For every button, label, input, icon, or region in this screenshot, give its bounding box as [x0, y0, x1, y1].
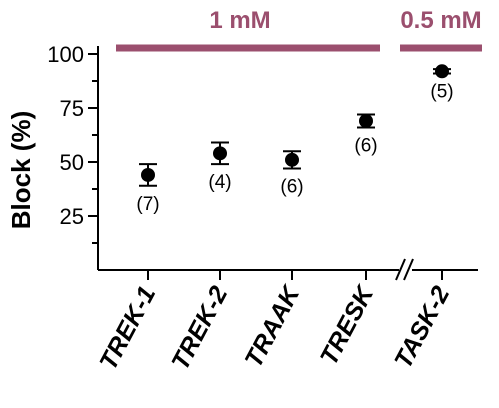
condition-label: 1 mM: [209, 7, 270, 34]
category-label: TRESK: [315, 280, 380, 370]
y-ticks: 25 50 75 100: [47, 42, 98, 244]
condition-bars: 1 mM 0.5 mM: [116, 7, 482, 52]
y-tick-label: 50: [60, 150, 84, 175]
n-label: (4): [208, 172, 231, 193]
data-points: (7) (4) (6) (6) (5): [136, 64, 454, 215]
category-label: TRAAK: [239, 280, 306, 372]
axis-break-mark: [395, 258, 406, 281]
axis-break-mark: [403, 258, 414, 281]
category-labels: TREK-1 TREK-2 TRAAK TRESK TASK-2: [94, 280, 455, 375]
category-label: TREK-1: [94, 282, 161, 375]
condition-label: 0.5 mM: [400, 7, 481, 34]
data-point: [435, 64, 449, 79]
y-tick-label: 100: [47, 42, 84, 67]
category-label: TREK-2: [166, 282, 233, 375]
n-label: (6): [354, 135, 377, 156]
data-point: [141, 167, 155, 182]
data-point: [359, 113, 373, 128]
data-point: [285, 152, 299, 167]
y-axis-label: Block (%): [6, 111, 36, 229]
data-point: [213, 146, 227, 161]
category-label: TASK-2: [389, 282, 455, 373]
n-label: (7): [136, 194, 159, 215]
y-tick-label: 75: [60, 96, 84, 121]
y-tick-label: 25: [60, 204, 84, 229]
n-label: (5): [430, 81, 453, 102]
n-label: (6): [280, 176, 303, 197]
axes: [97, 46, 478, 281]
